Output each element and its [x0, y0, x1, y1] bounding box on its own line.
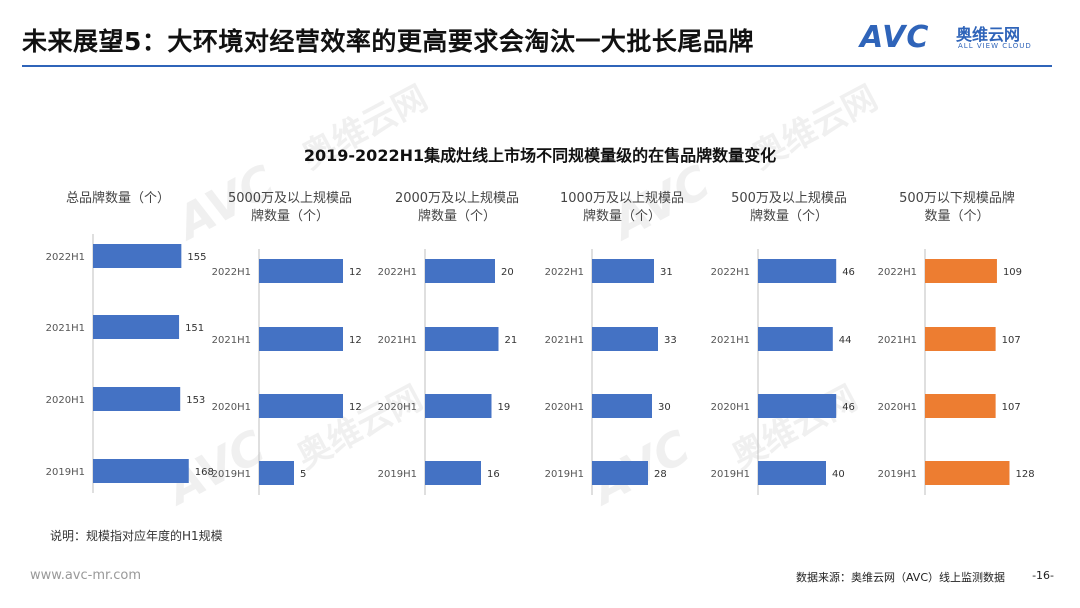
category-label: 2021H1	[378, 335, 417, 346]
bar	[93, 315, 180, 339]
category-label: 2019H1	[878, 469, 917, 480]
bar	[925, 461, 1010, 485]
category-label: 2022H1	[711, 267, 750, 278]
data-label: 33	[664, 335, 677, 346]
category-label: 2022H1	[212, 267, 251, 278]
logo-cn-text: 奥维云网	[956, 25, 1021, 44]
data-label: 12	[349, 267, 362, 278]
category-label: 2020H1	[878, 402, 917, 413]
data-label: 20	[501, 267, 514, 278]
panel-title: 500万以下规模品牌	[899, 190, 1015, 206]
panel-title: 500万及以上规模品	[731, 191, 847, 206]
category-label: 2021H1	[711, 335, 750, 346]
page-number: -16-	[1032, 569, 1054, 582]
category-label: 2019H1	[212, 469, 251, 480]
data-label: 28	[654, 469, 667, 480]
bar	[758, 461, 826, 485]
bar	[93, 459, 189, 483]
category-label: 2021H1	[212, 335, 251, 346]
chart-title: 2019-2022H1集成灶线上市场不同规模量级的在售品牌数量变化	[303, 146, 777, 165]
category-label: 2020H1	[212, 402, 251, 413]
data-label: 31	[660, 267, 673, 278]
category-label: 2020H1	[545, 402, 584, 413]
website-url: www.avc-mr.com	[30, 568, 142, 583]
bar	[425, 461, 481, 485]
panel-title: 牌数量（个）	[251, 208, 329, 224]
category-label: 2020H1	[711, 402, 750, 413]
logo-avc-text: AVC	[860, 20, 930, 55]
category-label: 2019H1	[378, 469, 417, 480]
bar	[93, 244, 182, 268]
bar	[259, 259, 343, 283]
panel-title: 牌数量（个）	[583, 208, 661, 224]
bar	[758, 394, 837, 418]
data-label: 107	[1002, 335, 1021, 346]
data-label: 12	[349, 402, 362, 413]
data-label: 44	[839, 335, 852, 346]
panel-title: 2000万及以上规模品	[395, 191, 519, 206]
bar	[925, 259, 997, 283]
data-label: 12	[349, 335, 362, 346]
data-label: 109	[1003, 267, 1022, 278]
panel-title: 5000万及以上规模品	[228, 191, 352, 206]
bar	[259, 461, 294, 485]
bar	[259, 327, 343, 351]
category-label: 2022H1	[545, 267, 584, 278]
bar	[425, 394, 492, 418]
bar	[925, 327, 996, 351]
bar	[592, 461, 648, 485]
bar	[592, 259, 654, 283]
panel-title: 数量（个）	[924, 209, 989, 224]
data-label: 19	[498, 402, 511, 413]
footnote: 说明：规模指对应年度的H1规模	[50, 529, 223, 543]
category-label: 2021H1	[545, 335, 584, 346]
data-label: 16	[487, 469, 500, 480]
category-label: 2022H1	[378, 267, 417, 278]
data-label: 107	[1002, 402, 1021, 413]
data-label: 168	[195, 467, 214, 478]
bar	[93, 387, 181, 411]
panel-title: 牌数量（个）	[418, 208, 496, 224]
data-label: 151	[185, 323, 204, 334]
category-label: 2022H1	[878, 267, 917, 278]
data-label: 153	[186, 395, 205, 406]
data-label: 46	[842, 267, 855, 278]
bar	[425, 327, 499, 351]
data-label: 30	[658, 402, 671, 413]
bar	[758, 327, 833, 351]
category-label: 2021H1	[46, 323, 85, 334]
data-label: 5	[300, 469, 306, 480]
data-label: 155	[187, 252, 206, 263]
logo-en-text: ALL VIEW CLOUD	[958, 42, 1032, 50]
data-label: 21	[505, 335, 518, 346]
data-label: 128	[1015, 469, 1034, 480]
data-label: 40	[832, 469, 845, 480]
panel-title: 总品牌数量（个）	[66, 190, 170, 206]
bar	[925, 394, 996, 418]
bar	[259, 394, 343, 418]
category-label: 2022H1	[46, 252, 85, 263]
category-label: 2021H1	[878, 335, 917, 346]
category-label: 2019H1	[545, 469, 584, 480]
category-label: 2020H1	[46, 395, 85, 406]
panel-title: 1000万及以上规模品	[560, 191, 684, 206]
bar	[592, 394, 652, 418]
bar	[758, 259, 837, 283]
category-label: 2019H1	[711, 469, 750, 480]
panel-title: 牌数量（个）	[750, 208, 828, 224]
category-label: 2019H1	[46, 467, 85, 478]
avc-logo: AVC 奥维云网 ALL VIEW CLOUD	[860, 20, 1050, 56]
page-title: 未来展望5：大环境对经营效率的更高要求会淘汰一大批长尾品牌	[22, 27, 754, 56]
data-label: 46	[842, 402, 855, 413]
data-source: 数据来源：奥维云网（AVC）线上监测数据	[795, 571, 1005, 584]
bar	[425, 259, 495, 283]
bar	[592, 327, 658, 351]
header-divider	[22, 65, 1052, 67]
category-label: 2020H1	[378, 402, 417, 413]
